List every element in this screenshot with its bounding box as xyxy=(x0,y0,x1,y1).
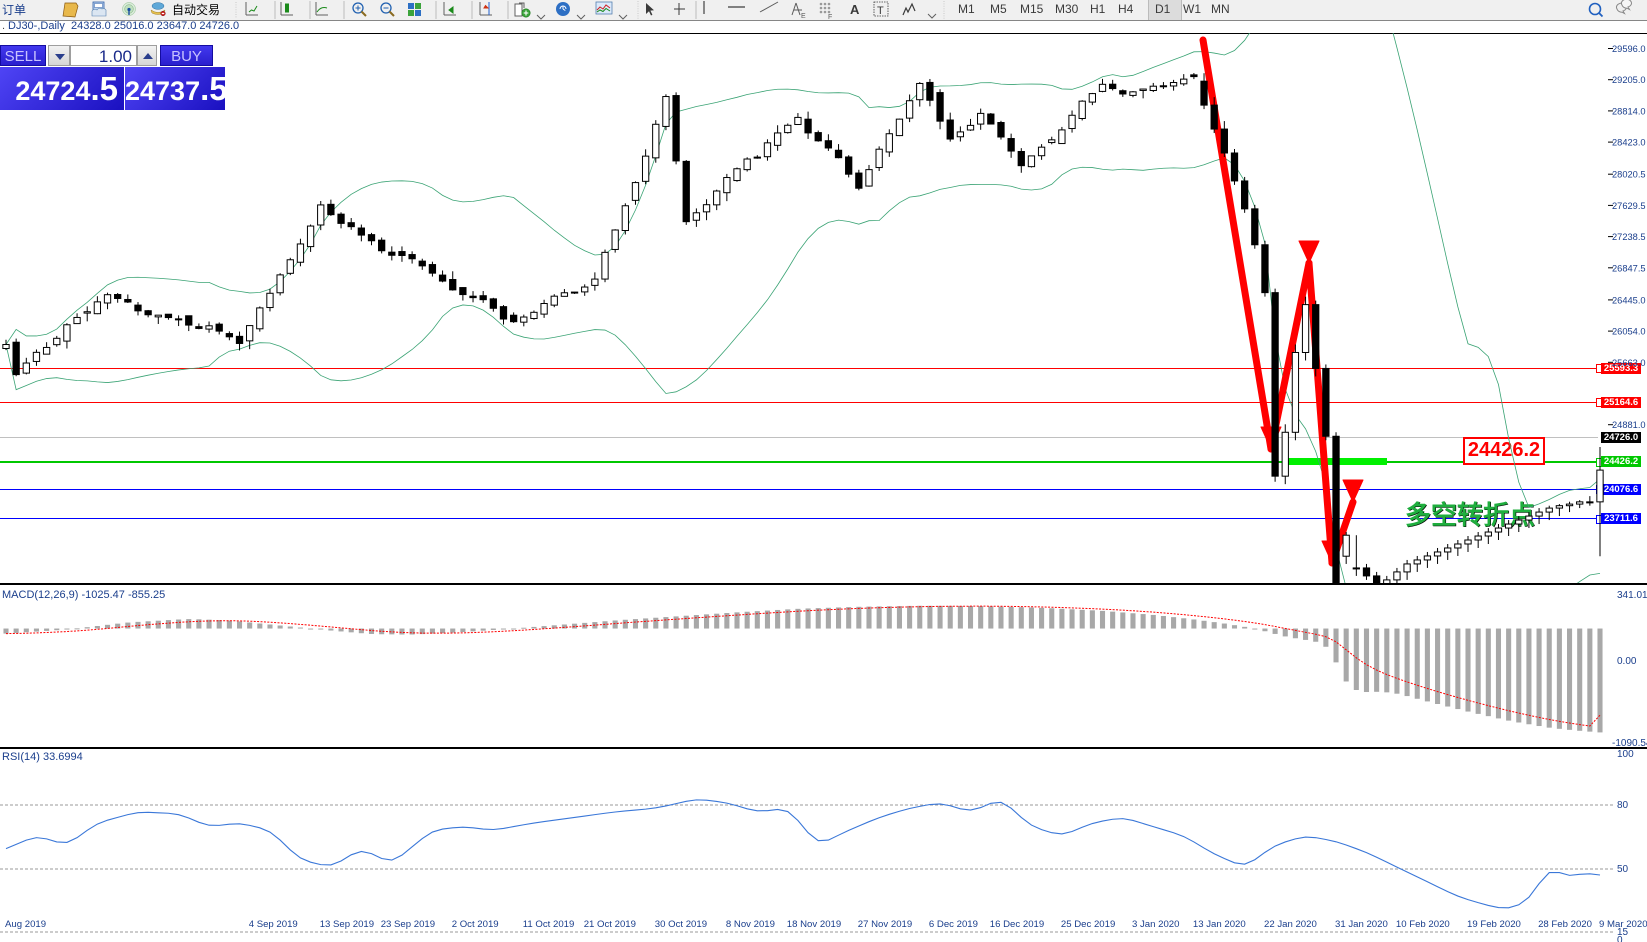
svg-text:0.00: 0.00 xyxy=(1617,656,1637,667)
svg-text:29205.0: 29205.0 xyxy=(1612,75,1646,85)
svg-text:24881.0: 24881.0 xyxy=(1612,420,1646,430)
svg-text:26445.0: 26445.0 xyxy=(1612,295,1646,305)
svg-text:50: 50 xyxy=(1617,864,1629,875)
svg-text:26054.0: 26054.0 xyxy=(1612,327,1646,337)
svg-text:T: T xyxy=(877,5,884,17)
svg-text:28020.5: 28020.5 xyxy=(1612,170,1646,180)
svg-text:100: 100 xyxy=(1617,749,1634,760)
svg-text:29596.0: 29596.0 xyxy=(1612,44,1646,54)
svg-text:订单: 订单 xyxy=(2,3,26,17)
svg-text:28814.0: 28814.0 xyxy=(1612,106,1646,116)
svg-text:27629.5: 27629.5 xyxy=(1612,201,1646,211)
svg-text:A: A xyxy=(850,2,860,17)
svg-text:341.01: 341.01 xyxy=(1617,590,1647,601)
svg-text:80: 80 xyxy=(1617,800,1629,811)
svg-text:27238.5: 27238.5 xyxy=(1612,232,1646,242)
svg-text:E: E xyxy=(801,13,806,20)
svg-text:自动交易: 自动交易 xyxy=(172,2,220,17)
svg-text:25663.0: 25663.0 xyxy=(1612,358,1646,368)
svg-text:28423.0: 28423.0 xyxy=(1612,138,1646,148)
svg-text:26847.5: 26847.5 xyxy=(1612,263,1646,273)
